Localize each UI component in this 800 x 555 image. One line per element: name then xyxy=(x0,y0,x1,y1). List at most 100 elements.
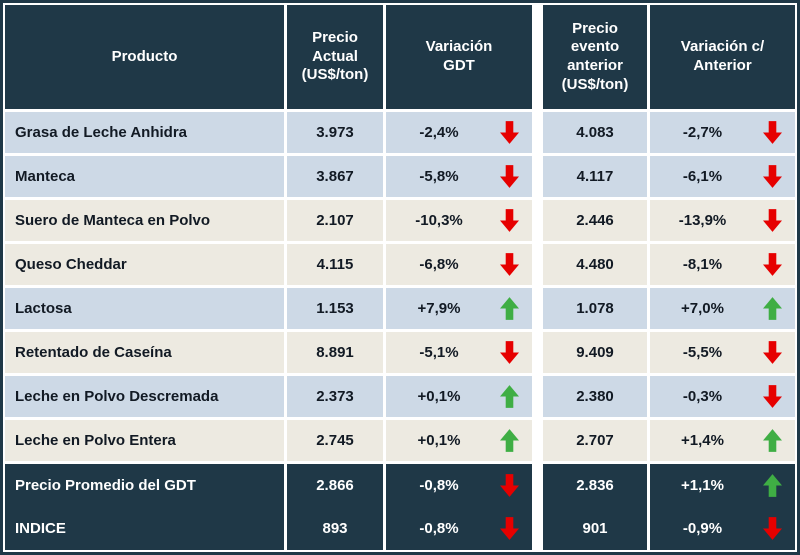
variacion-anterior-cell: -13,9% xyxy=(650,200,795,241)
table-header-row: Producto Precio Actual (US$/ton) Variaci… xyxy=(5,5,795,109)
header-producto: Producto xyxy=(5,5,284,109)
variacion-gdt-cell: -10,3% xyxy=(386,200,532,241)
product-cell: Manteca xyxy=(5,156,284,197)
arrow-down-icon xyxy=(499,209,519,232)
table-row: INDICE 893 -0,8% 901 -0,9% xyxy=(5,507,795,550)
arrow-wrap xyxy=(492,429,526,452)
product-cell: Leche en Polvo Descremada xyxy=(5,376,284,417)
product-cell: Precio Promedio del GDT xyxy=(5,464,284,507)
column-spacer xyxy=(535,244,540,285)
precio-anterior-cell: 4.480 xyxy=(543,244,647,285)
table-body: Grasa de Leche Anhidra 3.973 -2,4% 4.083 -2,… xyxy=(5,112,795,461)
variacion-gdt-cell-value: -5,8% xyxy=(419,168,459,185)
column-spacer xyxy=(535,507,540,550)
table-row: Manteca 3.867 -5,8% 4.117 -6,1% xyxy=(5,156,795,197)
column-spacer xyxy=(535,288,540,329)
header-variacion-gdt: Variación GDT xyxy=(386,5,532,109)
precio-actual-cell: 2.373 xyxy=(287,376,383,417)
product-cell: Suero de Manteca en Polvo xyxy=(5,200,284,241)
header-precio-actual-label: Precio Actual (US$/ton) xyxy=(301,28,369,84)
table-row: Retentado de Caseína 8.891 -5,1% 9.409 -5,5% xyxy=(5,332,795,373)
precio-actual-cell: 2.866 xyxy=(287,464,383,507)
column-spacer xyxy=(535,200,540,241)
arrow-wrap xyxy=(755,517,789,540)
variacion-gdt-cell-value: -0,8% xyxy=(419,477,459,494)
column-spacer xyxy=(535,5,540,109)
variacion-anterior-cell: -0,3% xyxy=(650,376,795,417)
product-cell: Leche en Polvo Entera xyxy=(5,420,284,461)
precio-actual-cell: 3.973 xyxy=(287,112,383,153)
arrow-wrap xyxy=(492,121,526,144)
precio-anterior-cell: 4.083 xyxy=(543,112,647,153)
arrow-down-icon xyxy=(762,253,782,276)
arrow-wrap xyxy=(755,385,789,408)
arrow-wrap xyxy=(492,341,526,364)
variacion-anterior-cell-value: -0,3% xyxy=(682,388,723,405)
arrow-down-icon xyxy=(499,474,519,497)
arrow-down-icon xyxy=(499,165,519,188)
table-row: Leche en Polvo Entera 2.745 +0,1% 2.707 +1,4… xyxy=(5,420,795,461)
arrow-wrap xyxy=(755,253,789,276)
precio-anterior-cell: 2.446 xyxy=(543,200,647,241)
product-cell: Queso Cheddar xyxy=(5,244,284,285)
header-variacion-gdt-label: Variación GDT xyxy=(425,38,493,74)
header-variacion-anterior: Variación c/ Anterior xyxy=(650,5,795,109)
variacion-gdt-cell: +0,1% xyxy=(386,420,532,461)
precio-actual-cell: 1.153 xyxy=(287,288,383,329)
variacion-gdt-cell-value: -6,8% xyxy=(419,256,459,273)
header-precio-anterior-label: Precio evento anterior (US$/ton) xyxy=(561,19,629,93)
table-row: Queso Cheddar 4.115 -6,8% 4.480 -8,1% xyxy=(5,244,795,285)
variacion-gdt-cell: -6,8% xyxy=(386,244,532,285)
variacion-anterior-cell-value: -13,9% xyxy=(678,212,727,229)
arrow-wrap xyxy=(492,385,526,408)
arrow-wrap xyxy=(492,517,526,540)
header-precio-anterior: Precio evento anterior (US$/ton) xyxy=(543,5,647,109)
variacion-anterior-cell: -8,1% xyxy=(650,244,795,285)
arrow-wrap xyxy=(755,429,789,452)
variacion-anterior-cell: +7,0% xyxy=(650,288,795,329)
arrow-wrap xyxy=(755,165,789,188)
arrow-up-icon xyxy=(499,385,519,408)
arrow-down-icon xyxy=(499,341,519,364)
arrow-down-icon xyxy=(762,517,782,540)
arrow-up-icon xyxy=(762,297,782,320)
precio-anterior-cell: 9.409 xyxy=(543,332,647,373)
variacion-gdt-cell-value: +0,1% xyxy=(417,432,461,449)
variacion-anterior-cell-value: +1,4% xyxy=(681,432,724,449)
variacion-anterior-cell: +1,4% xyxy=(650,420,795,461)
header-variacion-anterior-label: Variación c/ Anterior xyxy=(680,38,765,74)
arrow-wrap xyxy=(755,297,789,320)
precio-anterior-cell: 4.117 xyxy=(543,156,647,197)
arrow-down-icon xyxy=(762,385,782,408)
product-cell: Retentado de Caseína xyxy=(5,332,284,373)
variacion-anterior-cell-value: -5,5% xyxy=(682,344,723,361)
column-spacer xyxy=(535,332,540,373)
variacion-anterior-cell-value: -2,7% xyxy=(682,124,723,141)
arrow-up-icon xyxy=(762,474,782,497)
header-precio-actual: Precio Actual (US$/ton) xyxy=(287,5,383,109)
variacion-anterior-cell: -2,7% xyxy=(650,112,795,153)
table-row: Precio Promedio del GDT 2.866 -0,8% 2.836 +1… xyxy=(5,464,795,507)
arrow-down-icon xyxy=(762,165,782,188)
variacion-gdt-cell: +0,1% xyxy=(386,376,532,417)
variacion-anterior-cell: -6,1% xyxy=(650,156,795,197)
precio-actual-cell: 3.867 xyxy=(287,156,383,197)
variacion-gdt-cell: -0,8% xyxy=(386,464,532,507)
column-spacer xyxy=(535,112,540,153)
arrow-down-icon xyxy=(499,517,519,540)
arrow-wrap xyxy=(492,474,526,497)
variacion-anterior-cell-value: +1,1% xyxy=(681,477,724,494)
variacion-gdt-cell: -5,8% xyxy=(386,156,532,197)
arrow-wrap xyxy=(755,209,789,232)
variacion-anterior-cell-value: -8,1% xyxy=(682,256,723,273)
precio-anterior-cell: 2.836 xyxy=(543,464,647,507)
variacion-anterior-cell-value: -0,9% xyxy=(682,520,723,537)
variacion-gdt-cell-value: +0,1% xyxy=(417,388,461,405)
arrow-wrap xyxy=(492,297,526,320)
variacion-anterior-cell: +1,1% xyxy=(650,464,795,507)
table-footer: Precio Promedio del GDT 2.866 -0,8% 2.836 +1… xyxy=(5,464,795,550)
arrow-down-icon xyxy=(762,341,782,364)
variacion-anterior-cell: -5,5% xyxy=(650,332,795,373)
arrow-wrap xyxy=(492,165,526,188)
